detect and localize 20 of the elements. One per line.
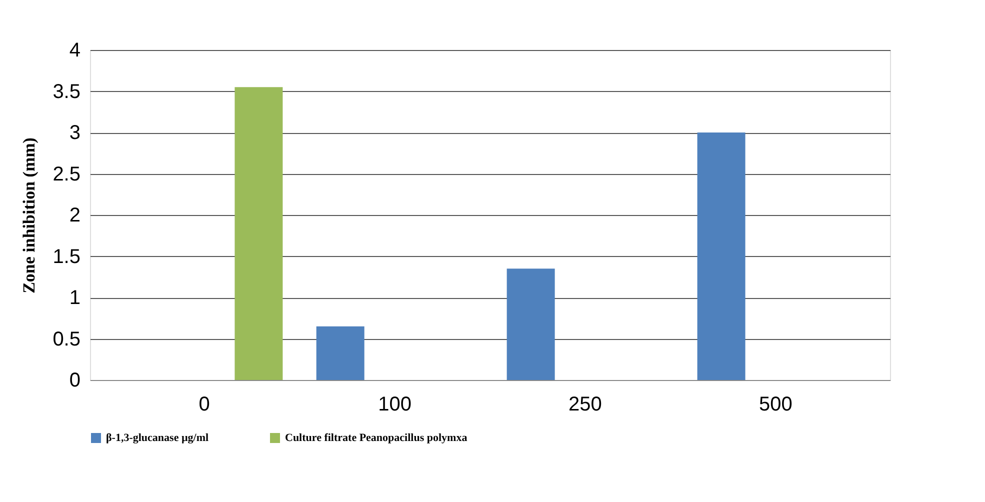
y-axis-title: Zone inhibition (mm)	[20, 138, 39, 294]
legend-label: Culture filtrate Peanopacillus polymxa	[285, 432, 468, 444]
y-tick-label: 4	[69, 40, 80, 62]
y-tick-label: 0	[69, 370, 80, 392]
bar	[506, 268, 555, 380]
x-tick-label: 0	[198, 394, 210, 416]
y-tick-label: 3	[69, 122, 80, 144]
x-tick-label: 500	[759, 394, 792, 416]
x-tick-label: 100	[378, 394, 412, 416]
bar	[697, 132, 746, 380]
y-tick-label: 2.5	[52, 163, 80, 186]
y-tick-label: 3.5	[52, 80, 80, 103]
x-tick-label: 250	[568, 394, 602, 416]
bar	[234, 87, 283, 380]
bar	[316, 326, 364, 380]
y-tick-label: 0.5	[52, 328, 80, 350]
y-tick-label: 1.5	[52, 246, 80, 268]
y-tick-label: 2	[69, 204, 80, 226]
y-tick-label: 1	[69, 287, 80, 309]
legend-label: β-1,3-glucanase µg/ml	[106, 432, 209, 444]
